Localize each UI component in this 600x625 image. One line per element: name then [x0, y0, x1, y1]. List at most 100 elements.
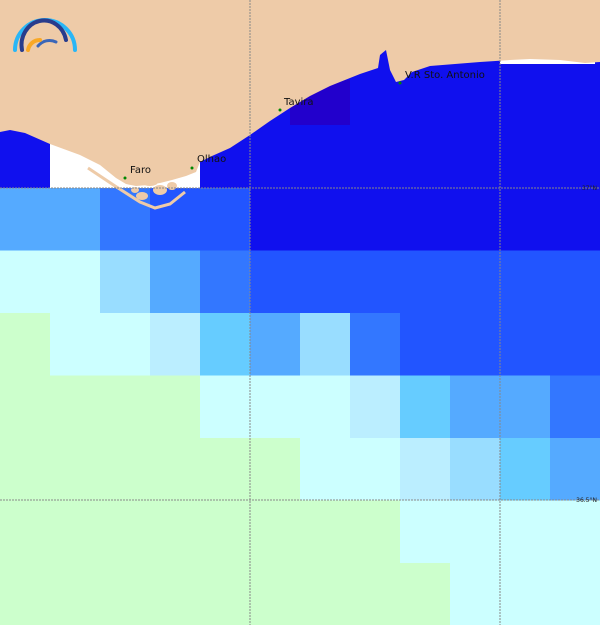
grid-cell [250, 188, 300, 251]
grid-cell [450, 250, 500, 314]
grid-cell [350, 500, 400, 564]
grid-cell [0, 250, 50, 314]
place-label-olhao: Olhao [197, 154, 226, 165]
grid-cell [300, 500, 350, 564]
grid-cell [400, 500, 450, 564]
grid-cell [250, 375, 300, 439]
grid-cell [200, 563, 250, 625]
grid-cell [400, 563, 450, 625]
grid-cell [50, 563, 100, 625]
grid-cell [500, 500, 550, 564]
grid-cell [500, 250, 550, 314]
grid-cell [300, 313, 350, 376]
grid-cell [500, 375, 550, 439]
islet [142, 178, 158, 186]
grid-cell [150, 250, 200, 314]
grid-cell [450, 563, 500, 625]
grid-cell [150, 313, 200, 376]
grid-cell [100, 500, 150, 564]
grid-cell [300, 188, 350, 251]
city-marker-vrsa [398, 81, 402, 85]
grid-cell [500, 438, 550, 501]
grid-cell [100, 313, 150, 376]
grid-cell [0, 500, 50, 564]
grid-cell [250, 563, 300, 625]
grid-cell [200, 375, 250, 439]
grid-cell [350, 313, 400, 376]
grid-cell [100, 563, 150, 625]
place-label-tavira: Tavira [283, 97, 314, 108]
grid-cell [50, 500, 100, 564]
grid-cell [550, 500, 600, 564]
grid-cell [300, 250, 350, 314]
grid-cell [200, 500, 250, 564]
grid-cell [200, 250, 250, 314]
grid-cell [500, 563, 550, 625]
grid-cell [200, 188, 250, 251]
grid-cell [300, 375, 350, 439]
grid-cell [350, 250, 400, 314]
grid-cell [500, 313, 550, 376]
city-marker-tavira [278, 108, 282, 112]
grid-cell [150, 563, 200, 625]
grid-cell [250, 500, 300, 564]
grid-cell [350, 188, 400, 251]
grid-cell [350, 375, 400, 439]
grid-cell [550, 563, 600, 625]
islet [153, 185, 167, 195]
grid-cell [500, 188, 550, 251]
grid-cell [0, 438, 50, 501]
grid-cell [250, 250, 300, 314]
grid-cell [50, 250, 100, 314]
place-label-vrsa: V.R Sto. Antonio [405, 70, 485, 81]
grid-cell [550, 313, 600, 376]
land-area [0, 0, 600, 186]
grid-cell [400, 250, 450, 314]
grid-cell [50, 188, 100, 251]
grid-cell [450, 313, 500, 376]
grid-cell [450, 438, 500, 501]
grid-cell [450, 188, 500, 251]
grid-cell [50, 375, 100, 439]
grid-cell [400, 313, 450, 376]
city-marker-faro [123, 176, 127, 180]
grid-cell [450, 375, 500, 439]
grid-cell [250, 438, 300, 501]
grid-cell [150, 375, 200, 439]
grid-cell [0, 375, 50, 439]
grid-cell [200, 438, 250, 501]
barrier-island [87, 166, 186, 210]
islet [136, 192, 148, 200]
grid-cell [50, 438, 100, 501]
logo-icon [13, 18, 77, 52]
grid-cells [0, 188, 600, 625]
latitude-label-37: 37°N [582, 185, 597, 192]
grid-cell [300, 563, 350, 625]
grid-cell [250, 313, 300, 376]
grid-cell [100, 250, 150, 314]
grid-cell [550, 375, 600, 439]
place-label-faro: Faro [130, 165, 151, 176]
grid-cell [150, 500, 200, 564]
grid-cell [450, 500, 500, 564]
grid-cell [300, 438, 350, 501]
grid-cell [350, 438, 400, 501]
latitude-label-36-5: 36.5°N [576, 497, 597, 504]
grid-cell [150, 438, 200, 501]
grid-cell [400, 438, 450, 501]
grid-cell [0, 563, 50, 625]
grid-cell [550, 188, 600, 251]
grid-cell [0, 313, 50, 376]
grid-cell [400, 188, 450, 251]
grid-cell [100, 438, 150, 501]
grid-cell [50, 313, 100, 376]
grid-cell [400, 375, 450, 439]
grid-cell [550, 250, 600, 314]
grid-cell [550, 438, 600, 501]
islet [167, 182, 177, 190]
grid-cell [150, 188, 200, 251]
city-marker-olhao [190, 166, 194, 170]
grid-cell [100, 375, 150, 439]
